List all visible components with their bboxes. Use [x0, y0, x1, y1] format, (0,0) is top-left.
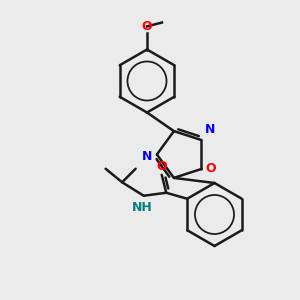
Text: O: O [205, 163, 216, 176]
Text: N: N [142, 149, 152, 163]
Text: O: O [142, 20, 152, 33]
Text: NH: NH [132, 201, 153, 214]
Text: N: N [205, 123, 215, 136]
Text: O: O [156, 160, 167, 173]
